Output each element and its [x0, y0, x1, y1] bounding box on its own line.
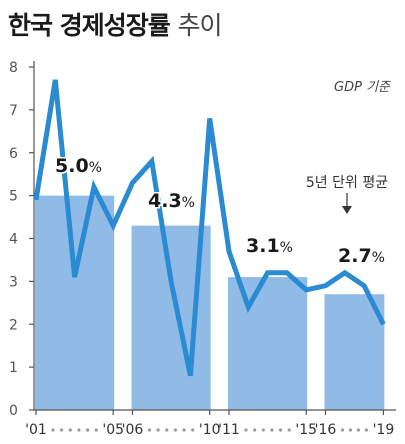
bar-labels: 5.0%4.3%3.1% 2.7%: [54, 154, 387, 269]
y-tick-label: 2: [9, 317, 18, 333]
x-range-dot: [147, 428, 152, 432]
x-tick-label: '16: [315, 422, 337, 438]
y-tick-label: 1: [9, 360, 18, 376]
bar-2016: [324, 294, 385, 410]
bar-label-unit: %: [280, 240, 293, 256]
x-range-dot: [77, 428, 81, 432]
x-range-dot: [85, 428, 90, 432]
y-tick-label: 6: [9, 146, 18, 162]
bar-label-2011: 3.1%: [246, 235, 293, 257]
x-tick-label: '01: [25, 422, 47, 438]
bar-label-value: 5.0: [55, 155, 89, 177]
bar-label-value: 3.1: [246, 235, 280, 257]
bar-series: [35, 195, 385, 410]
x-tick-label: '10: [199, 422, 221, 438]
chart-title-main: 한국 경제성장률: [8, 11, 171, 40]
x-range-dot: [165, 428, 169, 432]
bar-label-2006: 4.3%: [148, 190, 195, 212]
x-range-dot: [60, 428, 64, 432]
y-tick-label: 7: [9, 103, 18, 119]
bar-label-2001: 5.0%: [55, 155, 102, 177]
y-axis: 0 1 2 3 4 5 6 7 8: [9, 60, 35, 419]
x-range-dot: [244, 428, 248, 432]
x-range-dot: [270, 428, 274, 432]
bar-2011: [228, 277, 308, 410]
y-tick-label: 4: [9, 232, 18, 248]
x-range-dot: [348, 428, 353, 432]
bar-label-2016: 2.7%: [338, 245, 385, 267]
y-tick-label: 3: [9, 274, 18, 290]
y-tick-label: 0: [9, 403, 18, 419]
average-arrow-head: [342, 206, 352, 214]
x-range-dot: [94, 428, 98, 432]
x-tick-label: '11: [218, 422, 240, 438]
x-range-dot: [68, 428, 72, 432]
x-range-dot: [253, 428, 257, 432]
x-range-dot: [191, 428, 195, 432]
x-range-dot: [51, 428, 55, 432]
x-range-dot: [287, 428, 291, 432]
bar-label-value: 2.7: [338, 245, 372, 267]
x-range-dot: [356, 428, 361, 432]
x-range-dot: [340, 428, 345, 432]
x-tick-label: '05: [102, 422, 124, 438]
x-range-dot: [261, 428, 265, 432]
chart-title-sub: 추이: [177, 11, 222, 40]
bar-label-unit: %: [182, 195, 195, 211]
bar-2001: [35, 195, 115, 410]
x-range-dot: [278, 428, 283, 432]
x-range-dot: [364, 428, 368, 432]
x-range-dot: [182, 428, 186, 432]
x-range-dot: [156, 428, 160, 432]
y-tick-label: 8: [9, 60, 18, 76]
bar-label-unit: %: [372, 250, 385, 266]
unit-note: GDP 기준: [334, 80, 391, 95]
chart-title: 한국 경제성장률 추이: [8, 6, 222, 42]
x-axis: '01 '05'06 '10'11 '15'16 '19: [25, 409, 396, 438]
y-tick-label: 5: [9, 189, 18, 205]
bar-label-value: 4.3: [148, 190, 182, 212]
x-tick-label: '19: [373, 422, 395, 438]
x-tick-label: '15: [295, 422, 317, 438]
bar-label-unit: %: [89, 160, 102, 176]
annotations: GDP 기준 5년 단위 평균: [306, 80, 391, 214]
line-series: [33, 79, 386, 377]
x-tick-label: '06: [122, 422, 144, 438]
average-note: 5년 단위 평균: [306, 175, 388, 191]
x-range-dot: [173, 428, 178, 432]
